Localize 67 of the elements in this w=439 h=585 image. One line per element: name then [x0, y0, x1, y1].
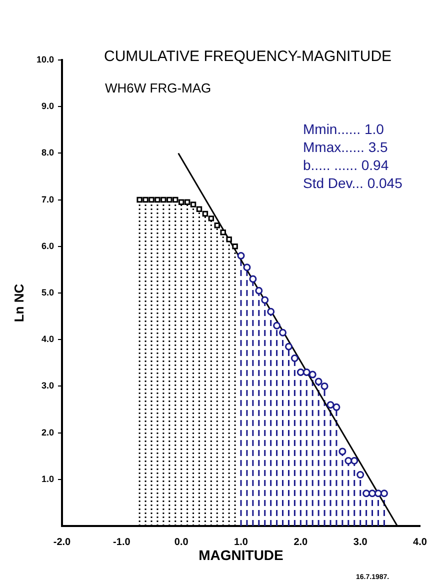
point: [308, 370, 316, 378]
point: [290, 354, 298, 362]
y-tick-label: 8.0: [41, 148, 54, 158]
point: [261, 296, 269, 304]
annotation: Mmin...... 1.0: [303, 120, 384, 137]
x-tick-label: 0.0: [174, 536, 189, 548]
point: [380, 490, 388, 498]
point: [332, 403, 340, 411]
y-tick-label: 9.0: [41, 101, 54, 112]
point: [320, 382, 328, 390]
point: [232, 244, 238, 250]
point: [178, 199, 184, 205]
point: [196, 206, 202, 212]
point: [142, 196, 148, 203]
point: [338, 448, 346, 456]
point: [374, 490, 382, 498]
text: WH6W FRG-MAG: [105, 80, 212, 96]
y-tick-label: 3.0: [41, 380, 54, 391]
point: [284, 342, 292, 350]
point: [214, 222, 220, 228]
point: [302, 368, 310, 376]
point: [356, 470, 364, 478]
annotation: Std Dev... 0.045: [303, 174, 403, 191]
x-tick-label: 2.0: [294, 536, 308, 548]
point: [226, 236, 232, 242]
point: [255, 286, 263, 294]
point: [362, 490, 370, 498]
y-axis-title: Ln NC: [12, 283, 27, 322]
point: [220, 230, 226, 236]
point: [326, 401, 334, 409]
x-tick-label: -1.0: [113, 536, 131, 548]
y-tick-label: 4.0: [41, 334, 54, 344]
y-tick-label: 2.0: [41, 427, 54, 438]
point: [267, 308, 275, 316]
point: [154, 196, 160, 203]
point: [344, 457, 352, 465]
point: [350, 457, 358, 465]
point: [237, 252, 245, 260]
point: [202, 210, 208, 217]
point: [184, 199, 190, 205]
y-tick-label: 7.0: [41, 194, 54, 204]
x-tick-label: 4.0: [413, 536, 428, 548]
point: [148, 196, 154, 203]
y-tick-label: 5.0: [41, 287, 54, 298]
point: [190, 202, 196, 208]
point: [243, 264, 251, 272]
point: [136, 196, 142, 203]
point: [296, 368, 304, 376]
point: [314, 378, 322, 386]
annotation: Mmax...... 3.5: [303, 138, 388, 155]
point: [273, 322, 281, 330]
point: [208, 216, 214, 222]
x-axis-title: MAGNITUDE: [198, 546, 284, 563]
y-tick-label: 1.0: [41, 474, 54, 484]
point: [249, 275, 257, 283]
x-tick-label: -2.0: [53, 536, 72, 548]
point: [279, 328, 287, 336]
y-tick-label: 6.0: [41, 240, 54, 251]
annotation: b..... ...... 0.94: [303, 156, 389, 173]
x-tick-label: 1.0: [234, 536, 248, 548]
point: [368, 490, 376, 498]
point: [172, 196, 178, 203]
point: [160, 196, 166, 203]
chart-title: CUMULATIVE FREQUENCY-MAGNITUDE: [104, 48, 392, 66]
point: [166, 196, 172, 203]
y-tick-label: 10.0: [36, 54, 54, 64]
x-tick-label: 3.0: [353, 536, 368, 548]
